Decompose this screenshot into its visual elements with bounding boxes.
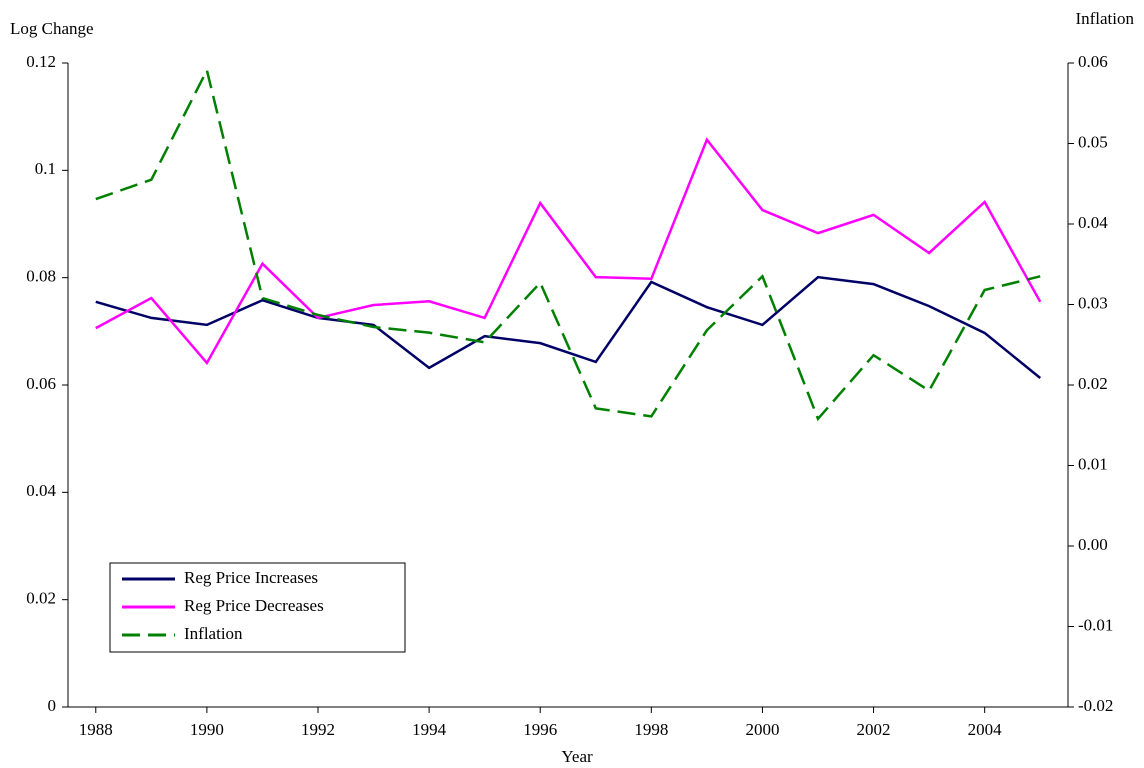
- y2-tick-label: 0.01: [1078, 454, 1108, 473]
- y2-tick-label: 0.05: [1078, 132, 1108, 151]
- y2-tick-label: 0.03: [1078, 293, 1108, 312]
- x-axis-label: Year: [561, 747, 593, 766]
- x-tick-label: 1990: [190, 720, 224, 739]
- y2-tick-label: -0.02: [1078, 696, 1113, 715]
- y-tick-label: 0.1: [35, 159, 56, 178]
- x-tick-label: 1994: [412, 720, 447, 739]
- x-tick-label: 2004: [968, 720, 1003, 739]
- y2-tick-label: 0.04: [1078, 213, 1108, 232]
- legend-label: Reg Price Decreases: [184, 596, 324, 615]
- x-tick-label: 2000: [745, 720, 779, 739]
- x-tick-label: 1992: [301, 720, 335, 739]
- y2-tick-label: 0.06: [1078, 52, 1108, 71]
- legend-label: Inflation: [184, 624, 243, 643]
- y-axis-label: Log Change: [10, 19, 94, 38]
- series-line: [95, 137, 1042, 366]
- y-tick-label: 0.12: [26, 52, 56, 71]
- y2-tick-label: 0.00: [1078, 535, 1108, 554]
- x-tick-label: 1988: [79, 720, 113, 739]
- y-tick-label: 0: [48, 696, 57, 715]
- legend-label: Reg Price Increases: [184, 568, 318, 587]
- y-tick-label: 0.04: [26, 481, 56, 500]
- y-tick-label: 0.08: [26, 267, 56, 286]
- y2-tick-label: 0.02: [1078, 374, 1108, 393]
- y2-axis-label: Inflation: [1075, 9, 1134, 28]
- y-tick-label: 0.02: [26, 589, 56, 608]
- x-tick-label: 2002: [857, 720, 891, 739]
- y2-tick-label: -0.01: [1078, 615, 1113, 634]
- y-tick-label: 0.06: [26, 374, 56, 393]
- series-line: [95, 275, 1042, 379]
- x-tick-label: 1998: [634, 720, 668, 739]
- series-line: [95, 66, 1041, 422]
- x-tick-label: 1996: [523, 720, 557, 739]
